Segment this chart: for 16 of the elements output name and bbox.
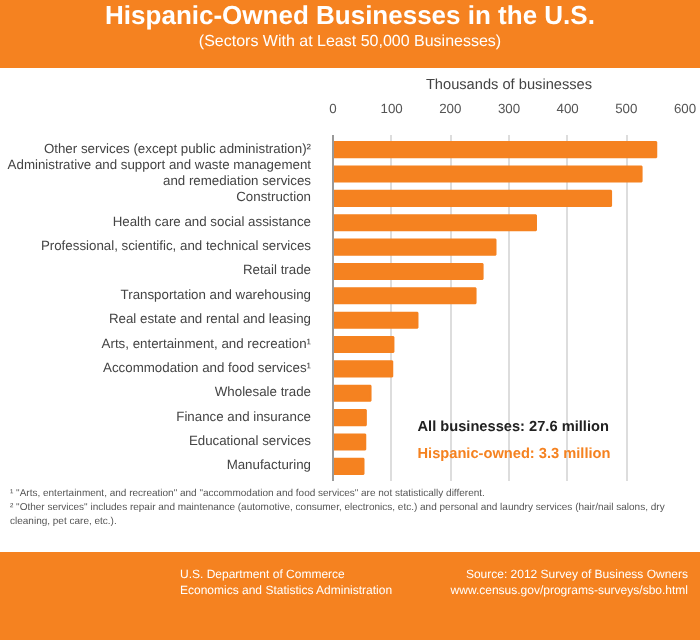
bar — [333, 433, 367, 451]
bar — [333, 287, 477, 305]
bar — [333, 384, 372, 402]
bar — [333, 336, 395, 354]
bar — [333, 311, 419, 329]
chart-title: Hispanic-Owned Businesses in the U.S. — [103, 0, 597, 30]
bar — [333, 214, 537, 232]
bar — [333, 165, 643, 183]
bar — [333, 262, 484, 280]
chart-subtitle: (Sectors With at Least 50,000 Businesses) — [196, 30, 504, 52]
bar — [333, 238, 497, 256]
bar — [333, 189, 613, 207]
bar — [333, 457, 365, 475]
bar — [333, 360, 394, 378]
bar — [333, 409, 367, 427]
bar — [333, 141, 658, 159]
